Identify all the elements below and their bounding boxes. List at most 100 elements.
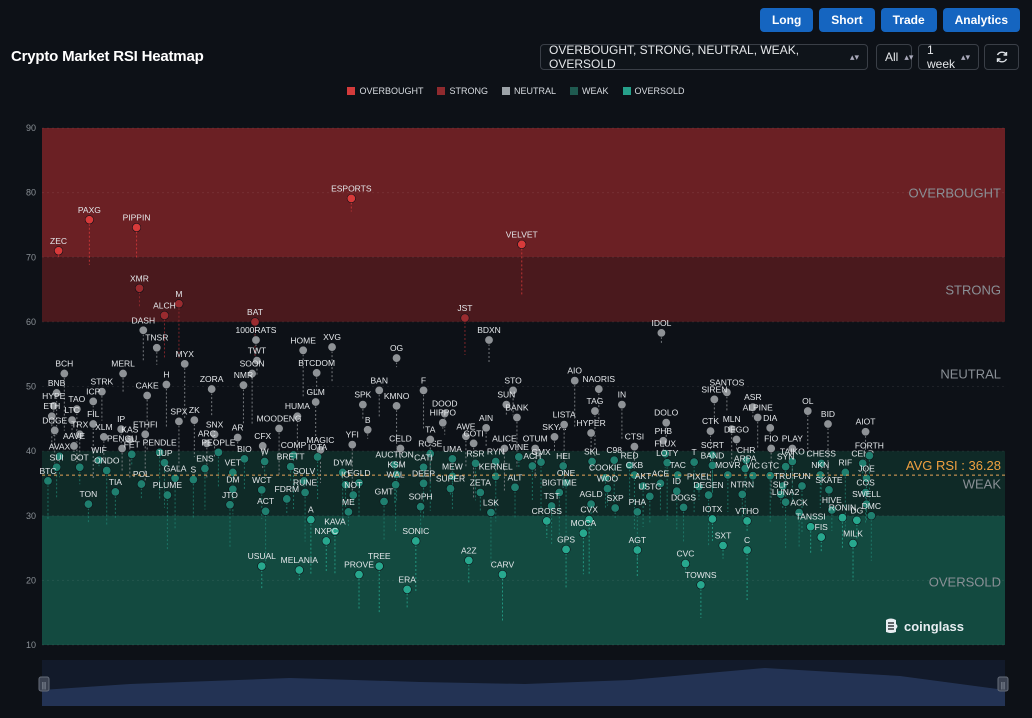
point-slp — [776, 489, 786, 499]
point-swell — [862, 499, 872, 509]
point-ta — [425, 434, 435, 444]
point-label: LSK — [483, 498, 499, 508]
point-label: BIGTIME — [542, 477, 577, 487]
point-label: PENGU — [107, 434, 137, 444]
point-label: EGLD — [347, 468, 370, 478]
point-esports — [346, 193, 356, 203]
point-label: PLUME — [153, 480, 183, 490]
point-huma — [292, 411, 302, 421]
legend-label: WEAK — [582, 86, 609, 96]
page-title: Crypto Market RSI Heatmap — [11, 48, 204, 65]
point-label: IO — [341, 470, 350, 480]
point-spk — [358, 400, 368, 410]
point-label: NOT — [344, 480, 362, 490]
point-sui — [52, 462, 62, 472]
point-label: ARC — [198, 428, 216, 438]
point-label: HYPER — [576, 418, 605, 428]
point-brett — [286, 462, 296, 472]
point-label: DOGE — [42, 415, 67, 425]
legend-item-strong[interactable]: STRONG — [437, 86, 488, 96]
point-label: PEOPLE — [201, 437, 235, 447]
point-alice — [499, 444, 509, 454]
point-label: BAT — [247, 307, 263, 317]
chevron-updown-icon: ▴▾ — [961, 51, 971, 62]
scope-select[interactable]: All ▴▾ — [876, 44, 913, 70]
navigator-handle-right[interactable] — [997, 676, 1009, 692]
point-label: RYN — [487, 446, 505, 456]
point-label: COOKIE — [589, 463, 622, 473]
point-label: HYPE — [42, 391, 65, 401]
y-tick-label: 90 — [26, 123, 36, 133]
point-label: GPS — [557, 534, 575, 544]
point-label: CKB — [626, 460, 644, 470]
refresh-button[interactable] — [984, 44, 1019, 70]
point-ntrn — [737, 489, 747, 499]
point-flux — [660, 449, 670, 459]
point-label: STRK — [91, 377, 114, 387]
legend-swatch — [622, 87, 631, 95]
point-merl — [118, 369, 128, 379]
point-a — [306, 515, 316, 525]
legend-item-overbought[interactable]: OVERBOUGHT — [347, 86, 423, 96]
legend-item-oversold[interactable]: OVERSOLD — [622, 86, 685, 96]
legend-label: OVERSOLD — [634, 86, 685, 96]
point-avax — [55, 451, 65, 461]
point-label: CELR — [851, 448, 874, 458]
legend-swatch — [570, 87, 578, 95]
point-label: ERA — [398, 574, 416, 584]
point-tia — [110, 487, 120, 497]
long-button[interactable]: Long — [759, 8, 814, 32]
point-egld — [354, 478, 364, 488]
point-red — [625, 460, 635, 470]
point-lsk — [486, 508, 496, 518]
point-era — [402, 584, 412, 594]
point-label: DEEP — [412, 468, 435, 478]
legend-item-neutral[interactable]: NEUTRAL — [501, 86, 556, 96]
point-label: CHR — [737, 445, 755, 455]
point-label: CROSS — [532, 506, 563, 516]
legend-item-weak[interactable]: WEAK — [570, 86, 609, 96]
period-select[interactable]: 1 week ▴▾ — [918, 43, 979, 71]
point-tree — [374, 561, 384, 571]
point-joe — [862, 473, 872, 483]
point-dego — [732, 434, 742, 444]
point-label: CATI — [414, 452, 433, 462]
point-vine — [514, 452, 524, 462]
point-deep — [419, 478, 429, 488]
y-tick-label: 50 — [26, 382, 36, 392]
point-skate — [824, 485, 834, 495]
point-label: AKT — [635, 471, 652, 481]
point-label: ICP — [86, 386, 101, 396]
point-label: SPK — [354, 390, 371, 400]
point-label: MEW — [442, 461, 463, 471]
legend-label: NEUTRAL — [513, 86, 556, 96]
point-label: CVX — [580, 505, 598, 515]
point-label: PENDLE — [143, 437, 177, 447]
point-asr — [748, 402, 758, 412]
legend-swatch — [347, 87, 356, 95]
point-label: FDRM — [275, 484, 300, 494]
point-paxg — [84, 215, 94, 225]
point-label: KMNO — [384, 391, 410, 401]
point-label: POL — [133, 469, 150, 479]
navigator-handle-left[interactable] — [38, 676, 50, 692]
point-label: ID — [673, 476, 682, 486]
point-jup — [159, 458, 169, 468]
point-vtho — [742, 516, 752, 526]
point-nxpc — [321, 536, 331, 546]
point-label: SLP — [773, 479, 789, 489]
point-bid — [823, 419, 833, 429]
point-label: CTSI — [625, 432, 644, 442]
point-tag — [590, 406, 600, 416]
short-button[interactable]: Short — [819, 8, 875, 32]
point-label: SKYAI — [542, 422, 566, 432]
point-comp — [289, 450, 299, 460]
point-label: HIPPO — [430, 408, 457, 418]
point-soon — [247, 369, 257, 379]
rsi-filter-select[interactable]: OVERBOUGHT, STRONG, NEUTRAL, WEAK, OVERS… — [540, 43, 868, 71]
rsi-filter-value: OVERBOUGHT, STRONG, NEUTRAL, WEAK, OVERS… — [549, 43, 800, 71]
point-label: ONE — [557, 468, 576, 478]
analytics-button[interactable]: Analytics — [942, 8, 1020, 32]
trade-button[interactable]: Trade — [880, 8, 937, 32]
point-celr — [858, 458, 868, 468]
